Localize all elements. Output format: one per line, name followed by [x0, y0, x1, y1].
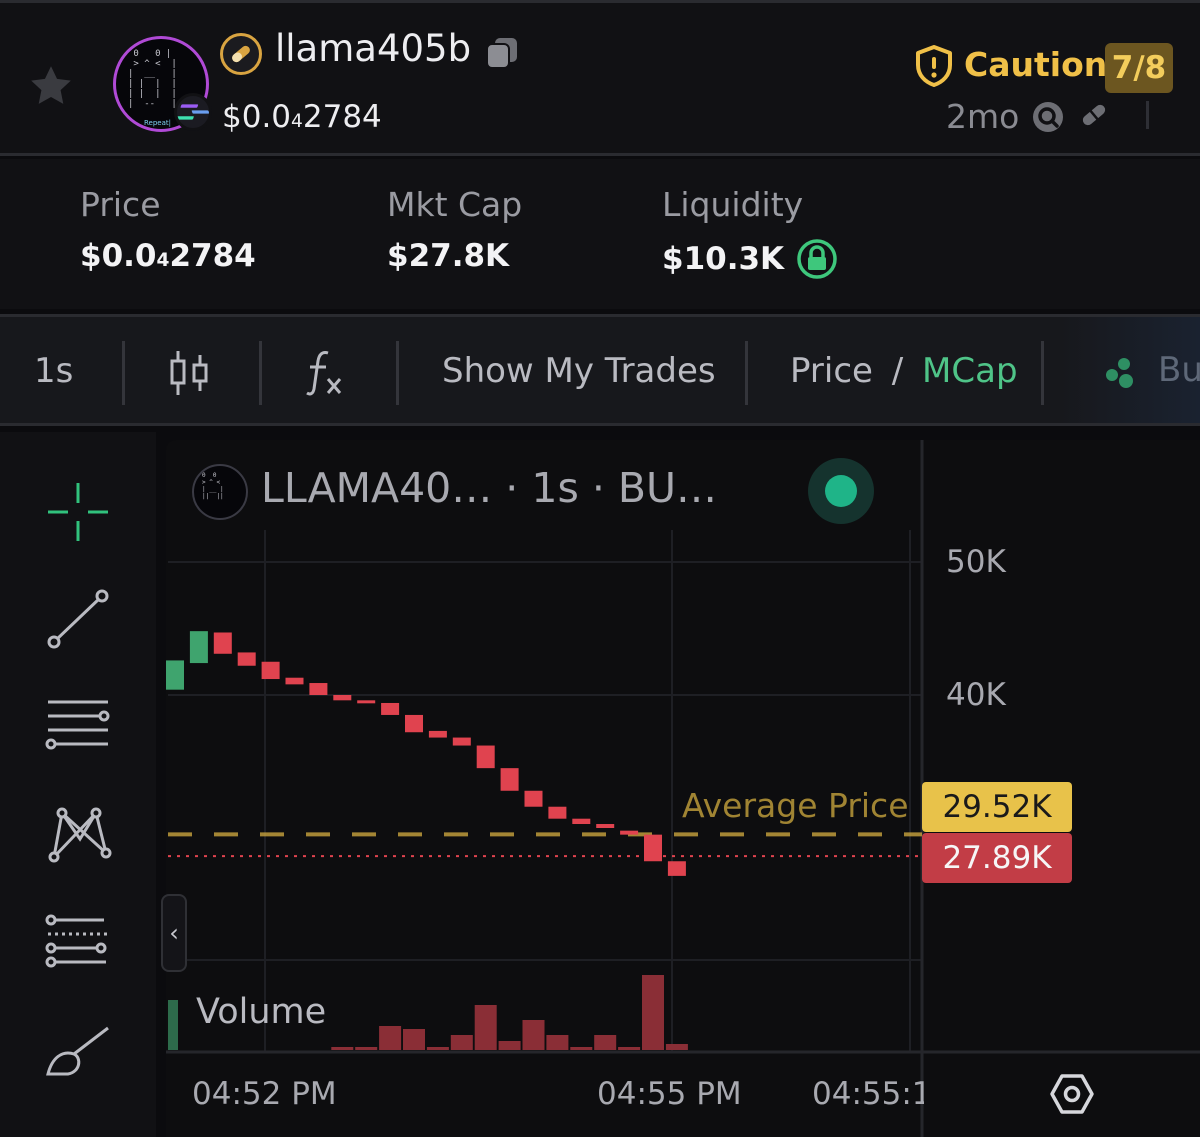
mcap-toggle-option[interactable]: MCap: [922, 351, 1018, 391]
chart-toolbar: 1s Show My Trades Price / MCap: [0, 314, 1200, 426]
toolbar-divider: [259, 341, 262, 405]
drawing-tools-rail: [0, 432, 156, 1137]
live-dot: [825, 475, 857, 507]
chart-settings-icon[interactable]: [1048, 1070, 1096, 1118]
stat-mcap-label: Mkt Cap: [387, 185, 523, 224]
toolbar-divider: [396, 341, 399, 405]
y-tick-label: 50K: [946, 544, 1006, 580]
token-price: $0.042784: [222, 99, 382, 135]
x-tick-label: 04:55 PM: [597, 1076, 742, 1112]
volume-pane-label: Volume: [196, 992, 327, 1032]
price-toggle-option[interactable]: Price: [790, 351, 873, 391]
token-avatar: 0 0 | > ^ < | | __ | | | | | | | | | | -…: [113, 36, 209, 132]
x-tick-label: 04:55:1: [812, 1076, 924, 1112]
solana-chain-icon: [174, 93, 212, 131]
horizontal-lines-icon[interactable]: [40, 690, 116, 760]
x-tick-label: 04:52 PM: [192, 1076, 337, 1112]
safety-label[interactable]: Caution: [964, 45, 1108, 84]
stat-mcap: Mkt Cap $27.8K: [387, 185, 522, 274]
current-price-tag: 27.89K: [922, 833, 1072, 883]
avatar-caption: Repeat|: [144, 119, 171, 127]
mini-avatar-ascii: 0 0 > ^ < | __ | || ||: [202, 472, 224, 500]
liquidity-locked-icon[interactable]: [796, 238, 838, 280]
live-status-indicator[interactable]: [808, 458, 874, 524]
header-divider: [1146, 101, 1149, 129]
toolbar-divider: [1041, 341, 1044, 405]
average-price-label: Average Price: [682, 786, 909, 825]
safety-score-badge[interactable]: 7/8: [1105, 43, 1173, 93]
collapse-toolbar-button[interactable]: ‹: [161, 894, 187, 972]
token-stats-bar: Price $0.042784 Mkt Cap $27.8K Liquidity…: [0, 159, 1200, 309]
interval-selector[interactable]: 1s: [34, 351, 74, 391]
stat-liquidity-value: $10.3K: [662, 238, 838, 280]
average-price-tag: 29.52K: [922, 782, 1072, 832]
toolbar-divider: [122, 341, 125, 405]
show-my-trades-button[interactable]: Show My Trades: [442, 351, 716, 391]
stat-liquidity-label: Liquidity: [662, 185, 804, 224]
pattern-tool-icon[interactable]: [40, 799, 116, 869]
crosshair-icon[interactable]: [40, 477, 116, 547]
avatar-ascii-art: 0 0 | > ^ < | | __ | | | | | | | | | | -…: [128, 49, 177, 109]
price-mcap-toggle[interactable]: Price / MCap: [790, 351, 1018, 391]
indicators-fx-icon[interactable]: [304, 347, 346, 399]
chart-token-avatar: 0 0 > ^ < | __ | || ||: [192, 464, 248, 520]
stat-price-value: $0.042784: [80, 238, 256, 274]
token-header: 0 0 | > ^ < | | __ | | | | | | | | | | -…: [0, 0, 1200, 156]
toolbar-divider: [745, 341, 748, 405]
copy-address-icon[interactable]: [483, 34, 521, 72]
candlestick-type-icon[interactable]: [168, 347, 210, 399]
token-name: llama405b: [275, 27, 472, 70]
bubblemap-button-label[interactable]: Bu: [1158, 350, 1200, 390]
toggle-separator: /: [891, 351, 904, 391]
toolbar-fade: [1060, 317, 1200, 423]
y-tick-label: 40K: [946, 677, 1006, 713]
stat-mcap-value: $27.8K: [387, 238, 510, 274]
pump-link-icon[interactable]: [1076, 97, 1112, 133]
token-age: 2mo: [946, 97, 1020, 136]
fibonacci-tool-icon[interactable]: [40, 910, 116, 980]
bubble-map-icon[interactable]: [1104, 355, 1140, 391]
stat-price-label: Price: [80, 185, 161, 224]
stat-liquidity: Liquidity $10.3K: [662, 185, 838, 280]
shield-warning-icon: [916, 45, 952, 87]
search-token-icon[interactable]: [1030, 99, 1066, 135]
stat-price: Price $0.042784: [80, 185, 256, 274]
favorite-star-icon[interactable]: [26, 61, 76, 111]
chart-title: LLAMA40… · 1s · BU…: [261, 464, 718, 512]
pump-pill-icon: [220, 33, 262, 75]
brush-tool-icon[interactable]: [40, 1020, 116, 1090]
trend-line-icon[interactable]: [40, 584, 116, 654]
